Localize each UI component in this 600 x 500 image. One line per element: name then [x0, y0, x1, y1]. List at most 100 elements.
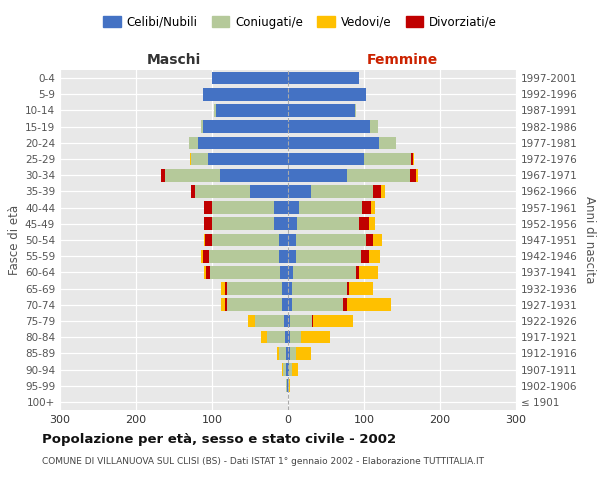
Bar: [279, 234, 288, 246]
Bar: [209, 250, 279, 262]
Bar: [359, 266, 379, 278]
Bar: [299, 202, 362, 214]
Bar: [206, 266, 211, 278]
Bar: [274, 202, 288, 214]
Bar: [214, 104, 216, 117]
Bar: [191, 185, 195, 198]
Bar: [288, 152, 364, 166]
Bar: [411, 152, 413, 166]
Bar: [288, 380, 289, 392]
Bar: [356, 266, 359, 278]
Bar: [349, 282, 373, 295]
Bar: [373, 185, 381, 198]
Bar: [260, 331, 267, 344]
Y-axis label: Fasce di età: Fasce di età: [8, 205, 21, 275]
Bar: [277, 347, 279, 360]
Bar: [368, 218, 374, 230]
Bar: [288, 250, 296, 262]
Bar: [286, 347, 288, 360]
Bar: [288, 314, 290, 328]
Bar: [410, 169, 416, 181]
Bar: [256, 314, 284, 328]
Bar: [301, 331, 330, 344]
Bar: [288, 88, 365, 101]
Bar: [311, 314, 313, 328]
Bar: [361, 250, 368, 262]
Bar: [203, 218, 205, 230]
Bar: [216, 104, 288, 117]
Bar: [371, 202, 374, 214]
Bar: [203, 266, 206, 278]
Bar: [203, 202, 205, 214]
Bar: [347, 282, 349, 295]
Bar: [288, 104, 355, 117]
Bar: [274, 218, 288, 230]
Bar: [221, 298, 225, 311]
Bar: [290, 314, 311, 328]
Bar: [221, 282, 225, 295]
Bar: [282, 282, 288, 295]
Bar: [347, 169, 410, 181]
Bar: [296, 347, 311, 360]
Bar: [365, 234, 373, 246]
Bar: [347, 298, 391, 311]
Text: Femmine: Femmine: [367, 54, 437, 68]
Bar: [288, 72, 359, 85]
Bar: [288, 169, 347, 181]
Bar: [285, 331, 288, 344]
Bar: [286, 380, 287, 392]
Bar: [280, 266, 288, 278]
Bar: [203, 88, 288, 101]
Bar: [297, 218, 359, 230]
Bar: [199, 136, 288, 149]
Bar: [288, 202, 299, 214]
Bar: [225, 298, 227, 311]
Bar: [359, 218, 368, 230]
Bar: [165, 169, 220, 181]
Bar: [227, 298, 282, 311]
Bar: [203, 250, 209, 262]
Bar: [288, 347, 290, 360]
Bar: [191, 152, 208, 166]
Bar: [279, 347, 286, 360]
Bar: [290, 331, 301, 344]
Bar: [313, 314, 353, 328]
Bar: [267, 331, 285, 344]
Bar: [292, 298, 343, 311]
Legend: Celibi/Nubili, Coniugati/e, Vedovi/e, Divorziati/e: Celibi/Nubili, Coniugati/e, Vedovi/e, Di…: [98, 11, 502, 34]
Bar: [282, 363, 283, 376]
Bar: [288, 234, 296, 246]
Bar: [227, 282, 282, 295]
Bar: [289, 363, 292, 376]
Bar: [284, 314, 288, 328]
Bar: [355, 104, 356, 117]
Bar: [212, 218, 274, 230]
Bar: [212, 202, 274, 214]
Bar: [288, 282, 292, 295]
Bar: [211, 266, 280, 278]
Bar: [288, 363, 289, 376]
Bar: [290, 347, 296, 360]
Bar: [296, 234, 365, 246]
Bar: [248, 314, 256, 328]
Bar: [287, 380, 288, 392]
Bar: [381, 185, 385, 198]
Bar: [202, 120, 203, 133]
Bar: [195, 185, 250, 198]
Bar: [413, 152, 414, 166]
Bar: [289, 380, 290, 392]
Bar: [220, 169, 288, 181]
Bar: [190, 152, 191, 166]
Bar: [288, 331, 290, 344]
Bar: [292, 363, 298, 376]
Y-axis label: Anni di nascita: Anni di nascita: [583, 196, 596, 284]
Bar: [279, 250, 288, 262]
Bar: [288, 120, 370, 133]
Bar: [373, 234, 382, 246]
Bar: [370, 120, 377, 133]
Bar: [250, 185, 288, 198]
Bar: [203, 234, 205, 246]
Bar: [202, 250, 203, 262]
Bar: [311, 185, 373, 198]
Bar: [288, 185, 311, 198]
